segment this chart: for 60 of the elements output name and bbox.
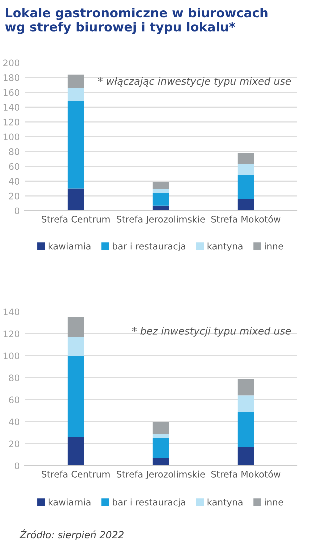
bar bbox=[238, 447, 254, 466]
bar bbox=[152, 438, 170, 458]
annotation: * włączając inwestycje typu mixed use bbox=[98, 77, 292, 88]
y-tick-label: 40 bbox=[9, 418, 20, 426]
bar bbox=[238, 379, 254, 396]
bar bbox=[68, 437, 84, 466]
y-tick-label: 60 bbox=[9, 396, 20, 404]
bar bbox=[152, 458, 170, 466]
bar bbox=[68, 74, 84, 88]
bar bbox=[238, 175, 254, 200]
bar bbox=[152, 190, 170, 194]
x-tick-label: Strefa Centrum bbox=[42, 470, 110, 478]
y-tick-label: 100 bbox=[4, 352, 20, 360]
bar bbox=[68, 337, 84, 356]
text: Źródło: sierpień 2022 bbox=[20, 529, 124, 541]
y-tick-label: 120 bbox=[4, 118, 20, 126]
y-tick-label: 40 bbox=[9, 178, 20, 185]
legend-label: kawiarnia bbox=[48, 242, 91, 250]
legend-label: bar i restauracja bbox=[113, 498, 186, 508]
bar bbox=[238, 412, 254, 448]
x-tick-label: Strefa Centrum bbox=[42, 216, 110, 223]
y-tick-label: 20 bbox=[9, 192, 20, 200]
chart-title: Lokale gastronomiczne w biurowcach wg strefy biurowej i typu lokalu* bbox=[5, 8, 268, 34]
x-tick-label: Strefa Mokotów bbox=[212, 470, 281, 478]
y-tick-label: 200 bbox=[4, 60, 20, 67]
y-tick-label: 160 bbox=[4, 89, 20, 96]
bar bbox=[152, 193, 170, 206]
y-tick-label: 60 bbox=[9, 163, 20, 170]
bar bbox=[238, 396, 254, 412]
bar bbox=[152, 434, 170, 438]
y-tick-label: 140 bbox=[4, 308, 20, 316]
y-tick-label: 120 bbox=[4, 330, 20, 338]
bar bbox=[68, 101, 84, 189]
annotation: * bez inwestycji typu mixed use bbox=[132, 327, 292, 337]
bar bbox=[68, 88, 84, 102]
legend-label: kantyna bbox=[208, 242, 243, 252]
y-tick-label: 180 bbox=[4, 74, 20, 82]
bar bbox=[238, 199, 254, 211]
y-tick-label: 20 bbox=[9, 440, 20, 448]
legend-label: kantyna bbox=[208, 498, 243, 508]
y-tick-label: 140 bbox=[4, 104, 20, 111]
y-tick-label: 100 bbox=[4, 134, 20, 141]
y-tick-label: 0 bbox=[14, 208, 20, 215]
bar bbox=[68, 188, 84, 211]
legend-label: inne bbox=[265, 242, 284, 250]
y-tick-label: 80 bbox=[9, 374, 20, 382]
bar bbox=[152, 182, 170, 190]
legend-label: inne bbox=[265, 498, 284, 506]
x-tick-label: Strefa Jerozolimskie bbox=[116, 470, 206, 480]
x-tick-label: Strefa Mokotów bbox=[212, 216, 281, 223]
bar bbox=[238, 153, 254, 164]
legend-label: kawiarnia bbox=[48, 498, 91, 506]
bar bbox=[238, 164, 254, 176]
x-tick-label: Strefa Jerozolimskie bbox=[116, 216, 206, 225]
bar bbox=[152, 422, 170, 434]
legend-label: bar i restauracja bbox=[113, 242, 186, 252]
bar bbox=[68, 318, 84, 338]
y-tick-label: 0 bbox=[14, 462, 20, 470]
bar bbox=[68, 356, 84, 438]
y-tick-label: 80 bbox=[9, 148, 20, 156]
